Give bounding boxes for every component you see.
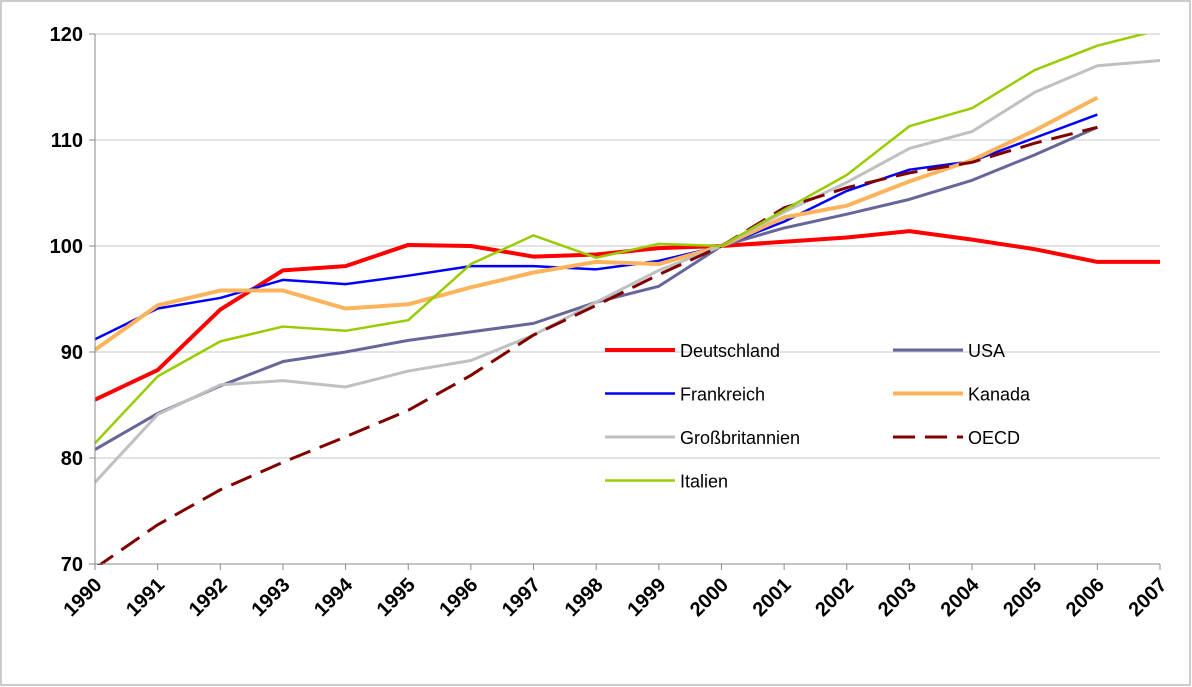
y-tick-label: 90 [61,342,83,364]
y-tick-label: 120 [50,24,83,46]
y-tick-label: 110 [51,130,83,152]
series-line [95,95,1099,352]
y-tick-label: 80 [61,448,83,470]
legend-label: Deutschland [680,341,780,361]
legend-label: OECD [968,428,1020,448]
legend-label: Frankreich [680,385,765,405]
legend-label: Großbritannien [680,428,800,448]
legend-label: USA [968,341,1005,361]
series-line [95,113,1098,341]
series-line [97,125,1098,565]
series-line [95,34,1149,445]
legend-label: Italien [680,472,728,492]
series-line [95,59,1161,484]
y-tick-label: 100 [50,236,83,258]
legend-label: Kanada [968,385,1031,405]
plot-lines [95,34,1161,565]
y-tick-label: 70 [61,554,83,576]
